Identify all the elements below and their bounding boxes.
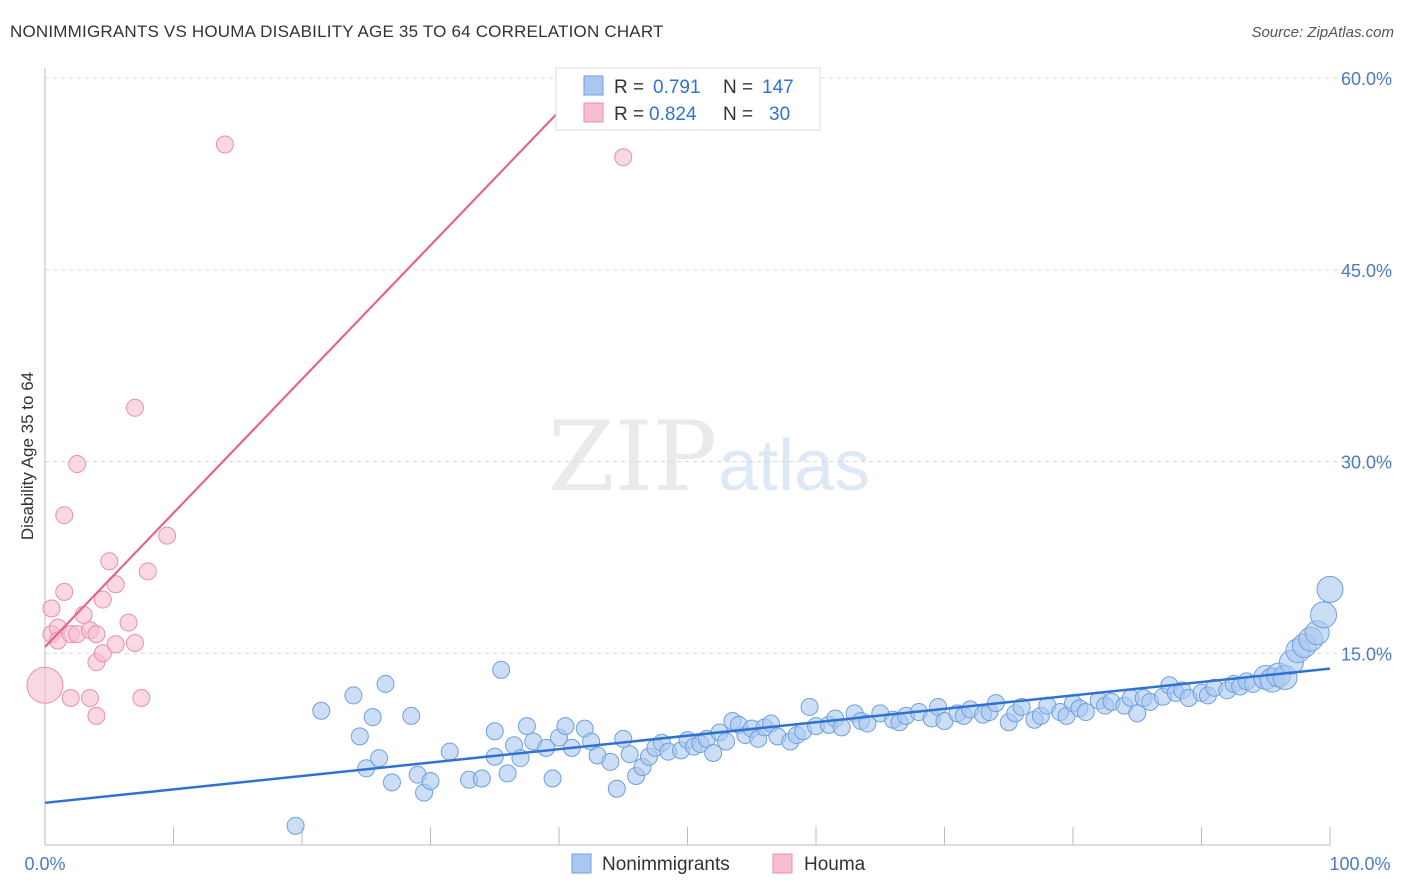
data-point-nonimmigrants (800, 697, 819, 716)
stats-n-label-nonimmigrants: N = (723, 77, 753, 98)
data-point-houma (93, 644, 112, 663)
x-tick-label-max: 100.0% (1329, 854, 1390, 874)
data-point-houma (74, 605, 93, 624)
data-point-nonimmigrants (858, 714, 877, 733)
data-point-nonimmigrants (363, 708, 382, 727)
watermark: ZIP atlas (548, 401, 870, 513)
trend-line-nonimmigrants (44, 667, 1331, 805)
data-point-houma (55, 506, 74, 525)
data-point-nonimmigrants (344, 686, 363, 705)
data-point-nonimmigrants (382, 773, 401, 792)
y-tick-label: 45.0% (1341, 261, 1392, 281)
y-tick-label: 15.0% (1341, 644, 1392, 664)
legend-swatch-houma (772, 853, 793, 874)
data-point-nonimmigrants (370, 749, 389, 768)
data-point-nonimmigrants (614, 729, 633, 748)
x-axis-ticks (173, 827, 1331, 845)
data-point-houma (125, 398, 144, 417)
chart-title: NONIMMIGRANTS VS HOUMA DISABILITY AGE 35… (10, 22, 664, 41)
legend-swatch-nonimmigrants (571, 853, 592, 874)
watermark-atlas: atlas (718, 426, 870, 506)
data-point-houma (158, 526, 177, 545)
data-point-houma (68, 455, 87, 474)
data-point-houma (80, 688, 99, 707)
stats-r-label-nonimmigrants: R = (614, 77, 644, 98)
data-point-houma (87, 625, 106, 644)
data-point-nonimmigrants (1012, 697, 1031, 716)
data-point-nonimmigrants (1316, 575, 1344, 603)
data-point-nonimmigrants (601, 752, 620, 771)
data-point-houma (87, 706, 106, 725)
stats-n-value-nonimmigrants: 147 (762, 77, 794, 98)
data-point-nonimmigrants (620, 745, 639, 764)
data-point-nonimmigrants (485, 722, 504, 741)
watermark-zip: ZIP (548, 401, 717, 513)
data-point-nonimmigrants (492, 660, 511, 679)
data-point-houma (215, 135, 234, 154)
data-point-nonimmigrants (421, 772, 440, 791)
data-point-nonimmigrants (1076, 703, 1095, 722)
data-point-nonimmigrants (402, 706, 421, 725)
x-tick-label-min: 0.0% (24, 854, 65, 874)
grid-lines (45, 77, 1392, 654)
legend-label-nonimmigrants: Nonimmigrants (602, 854, 730, 875)
stats-legend: R = 0.791 N = 147 R = 0.824 N = 30 (555, 67, 821, 131)
data-point-nonimmigrants (498, 764, 517, 783)
stats-r-value-houma: 0.824 (649, 104, 697, 125)
series-houma (26, 135, 633, 725)
data-point-nonimmigrants (556, 717, 575, 736)
data-point-houma (42, 599, 61, 618)
data-point-nonimmigrants (312, 701, 331, 720)
data-point-houma (614, 148, 633, 167)
stats-r-label-houma: R = (614, 104, 644, 125)
data-point-nonimmigrants (1310, 601, 1338, 629)
y-axis-tick-labels: 15.0% 30.0% 45.0% 60.0% (1341, 69, 1392, 664)
stats-n-label-houma: N = (723, 104, 753, 125)
data-point-nonimmigrants (350, 727, 369, 746)
y-tick-label: 30.0% (1341, 453, 1392, 473)
trend-line-houma (44, 77, 592, 648)
y-axis-title: Disability Age 35 to 64 (18, 372, 37, 540)
data-point-nonimmigrants (286, 816, 305, 835)
data-point-houma (119, 613, 138, 632)
data-point-nonimmigrants (472, 769, 491, 788)
data-point-houma (106, 635, 125, 654)
data-point-houma (132, 688, 151, 707)
data-point-houma (138, 562, 157, 581)
stats-swatch-houma (583, 102, 604, 123)
stats-n-value-houma: 30 (769, 104, 790, 125)
data-point-nonimmigrants (607, 779, 626, 798)
data-point-nonimmigrants (376, 674, 395, 693)
data-point-nonimmigrants (704, 743, 723, 762)
trend-lines (44, 77, 1331, 805)
data-point-nonimmigrants (1128, 704, 1147, 723)
data-point-houma (26, 666, 64, 704)
series-legend: Nonimmigrants Houma (571, 853, 866, 875)
stats-swatch-nonimmigrants (583, 75, 604, 96)
source-credit: Source: ZipAtlas.com (1251, 24, 1394, 41)
data-point-houma (125, 634, 144, 653)
data-point-houma (100, 552, 119, 571)
stats-r-value-nonimmigrants: 0.791 (653, 77, 701, 98)
data-point-houma (106, 575, 125, 594)
y-tick-label: 60.0% (1341, 69, 1392, 89)
data-point-houma (61, 688, 80, 707)
data-point-nonimmigrants (517, 717, 536, 736)
data-point-nonimmigrants (440, 742, 459, 761)
data-point-nonimmigrants (717, 732, 736, 751)
data-point-houma (55, 582, 74, 601)
legend-label-houma: Houma (804, 854, 866, 875)
series-nonimmigrants (286, 575, 1344, 835)
data-point-houma (93, 590, 112, 609)
data-point-nonimmigrants (543, 769, 562, 788)
